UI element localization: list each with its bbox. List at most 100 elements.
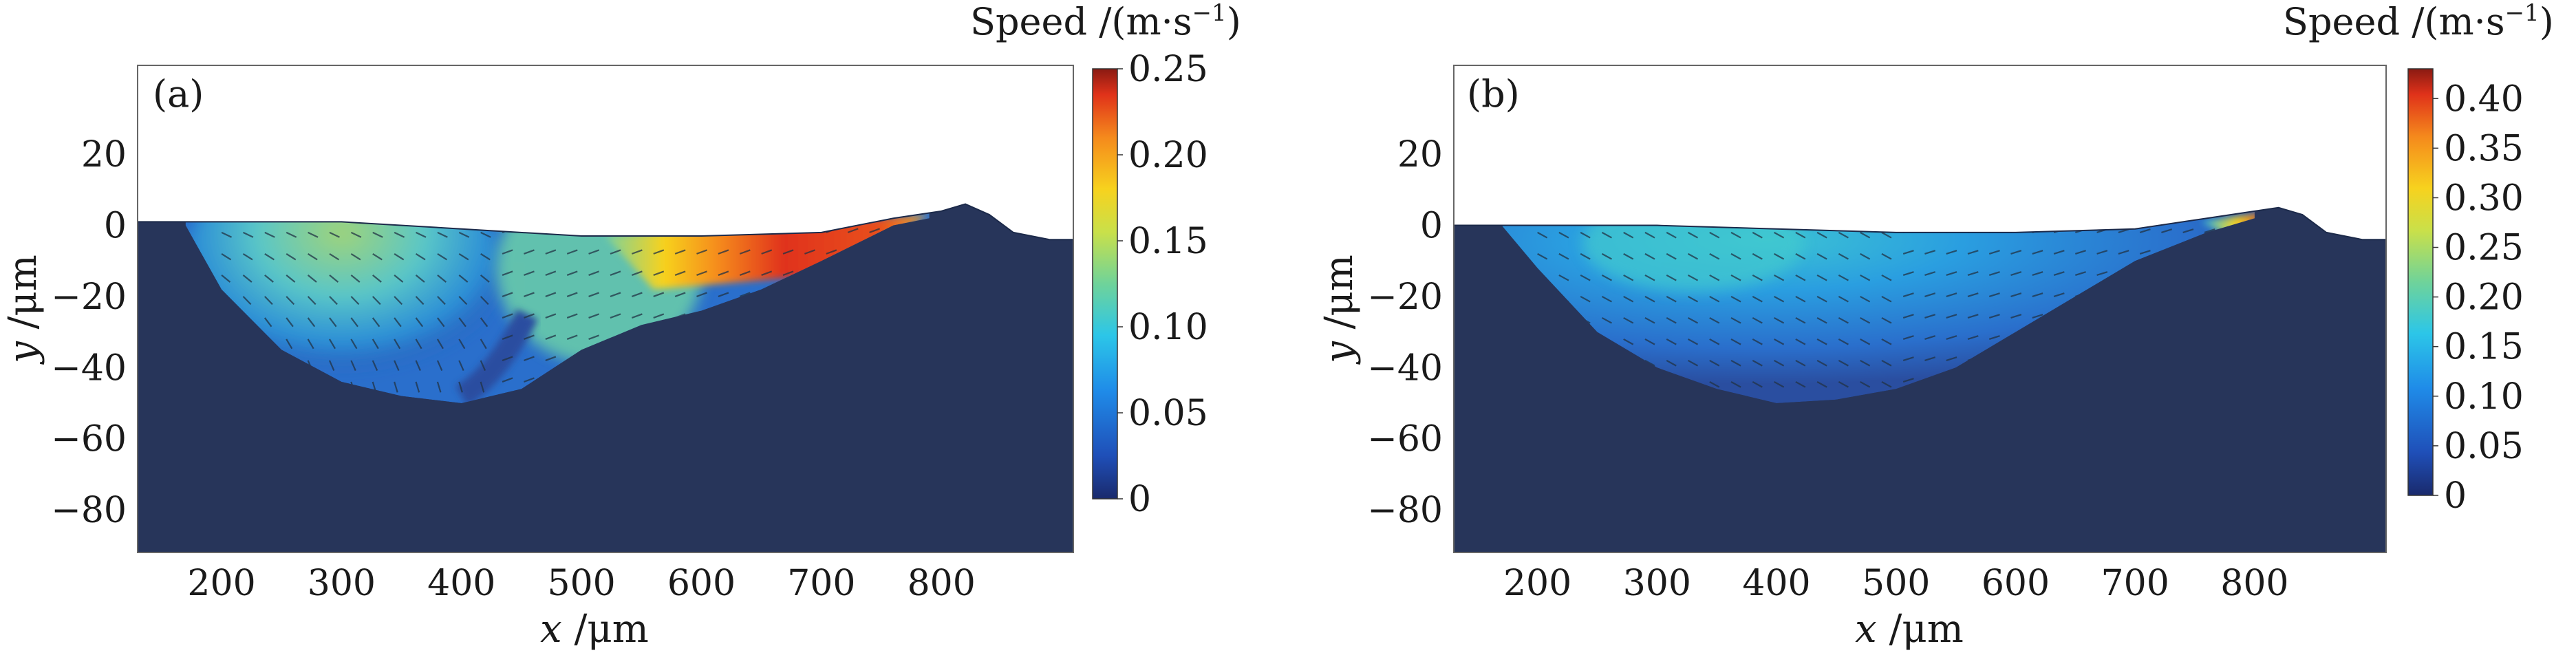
velocity-arrow [1687,295,1699,303]
panel-b-colorbar-title: Speed /(m·s−1) [2283,0,2554,43]
velocity-arrow [1988,292,2000,297]
velocity-arrow [804,249,815,255]
velocity-arrow [502,313,513,319]
velocity-arrow [1558,253,1569,260]
velocity-arrow [1795,316,1806,324]
velocity-arrow [264,275,274,283]
panel-a-colorbar-tick-label: 0.10 [1128,307,1208,348]
velocity-arrow [308,253,318,261]
velocity-arrow [524,356,535,361]
panel-a-y-tick-label: −60 [51,419,127,460]
velocity-arrow [1709,316,1720,324]
velocity-arrow [2032,292,2043,297]
velocity-arrow [545,228,557,233]
panel-b-x-tick-label: 700 [2101,563,2169,604]
velocity-arrow [458,231,470,238]
panel-b-upper-flow [1582,211,1803,292]
velocity-arrow [1580,295,1591,303]
velocity-arrow [1623,253,1634,260]
velocity-arrow [480,253,491,261]
velocity-arrow [394,296,403,305]
panel-b-colorbar-tick-label: 0.40 [2444,78,2524,120]
velocity-arrow [1881,316,1892,324]
velocity-arrow [1881,231,1892,239]
panel-a-y-tick-label: −20 [51,277,127,318]
velocity-arrow [524,377,535,383]
velocity-arrow [1967,292,1979,297]
velocity-arrow [1580,231,1591,239]
velocity-arrow [1967,314,1979,319]
velocity-arrow [437,296,446,305]
velocity-arrow [1666,231,1677,239]
velocity-arrow [2096,271,2108,276]
panel-a-colorbar-tick-label: 0 [1128,479,1151,520]
velocity-arrow [394,275,404,283]
velocity-arrow [372,360,378,372]
velocity-arrow [458,317,466,328]
velocity-arrow [1558,231,1569,239]
velocity-arrow [739,270,751,276]
panel-b-y-axis-var: y [1317,341,1362,365]
velocity-arrow [524,334,535,340]
velocity-arrow [372,339,379,350]
velocity-arrow [653,292,665,297]
velocity-arrow [1774,380,1785,388]
velocity-arrow [739,292,751,297]
panel-b-colorbar [2407,68,2434,496]
velocity-arrow [1838,338,1849,345]
velocity-arrow [1687,274,1699,281]
velocity-arrow [2032,250,2043,255]
velocity-arrow [480,275,490,283]
velocity-arrow [1838,231,1849,239]
velocity-arrow [718,249,729,255]
velocity-arrow [1881,359,1892,367]
velocity-arrow [1924,250,1936,255]
velocity-arrow [394,317,402,328]
velocity-arrow [372,275,382,283]
velocity-arrow [1709,231,1720,239]
panel-a-x-tick-label: 300 [308,563,376,604]
velocity-arrow [1601,253,1612,260]
velocity-arrow [480,231,491,238]
velocity-arrow [2118,250,2129,255]
velocity-arrow [416,231,427,238]
velocity-arrow [1902,271,1914,276]
velocity-arrow [415,296,425,305]
velocity-arrow [1752,380,1763,388]
panel-a-colorbar-title: Speed /(m·s−1) [970,0,1241,43]
panel-a-colorbar-tick-label: 0.05 [1128,393,1208,434]
velocity-arrow [1752,231,1763,239]
velocity-arrow [610,270,621,276]
velocity-arrow [631,228,643,233]
velocity-arrow [1687,316,1699,324]
velocity-arrow [1924,292,1936,297]
velocity-arrow [1860,231,1871,239]
velocity-arrow [502,356,513,361]
velocity-arrow [1988,314,2000,319]
velocity-arrow [1946,356,1957,361]
panel-a-colorbar-title-main: Speed /(m·s [970,0,1192,43]
panel-a-x-axis-unit: /μm [562,607,649,652]
velocity-arrow [1795,380,1806,388]
velocity-arrow [415,360,421,372]
velocity-arrow [588,249,599,255]
velocity-arrow [566,270,578,276]
velocity-arrow [328,360,335,372]
velocity-arrow [1709,380,1720,388]
velocity-arrow [696,292,707,297]
velocity-arrow [1644,231,1655,239]
velocity-arrow [394,253,405,261]
velocity-arrow [502,292,513,297]
velocity-arrow [804,228,815,233]
panel-b-y-tick-label: −40 [1367,347,1443,389]
velocity-arrow [2096,250,2108,255]
velocity-arrow [436,339,444,350]
velocity-arrow [1988,250,2000,255]
velocity-arrow [1816,295,1827,303]
panel-b-y-tick-label: −20 [1367,277,1443,318]
velocity-arrow [1924,335,1936,340]
velocity-arrow [1838,380,1849,388]
panel-a-x-tick-label: 500 [547,563,615,604]
velocity-arrow [1774,231,1785,239]
